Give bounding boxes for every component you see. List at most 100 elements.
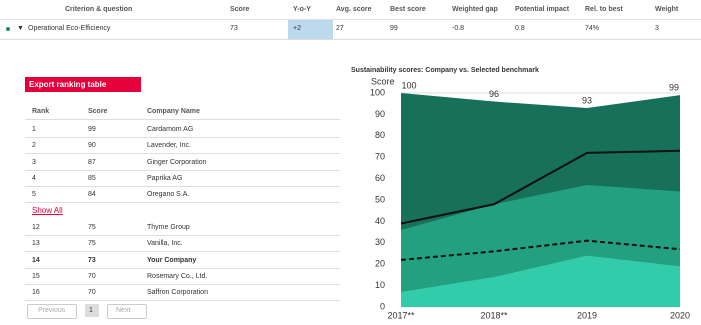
cell: 99 <box>390 25 398 32</box>
row-divider <box>25 300 340 302</box>
ranking-cell: 12 <box>32 224 40 231</box>
chart-title: Sustainability scores: Company vs. Selec… <box>351 67 539 74</box>
ranking-cell: 75 <box>88 224 96 231</box>
ranking-cell: 90 <box>88 142 96 150</box>
ranking-cell: Oregano S.A. <box>147 191 190 199</box>
x-tick-label: 2019 <box>577 310 597 320</box>
next-button[interactable]: Next <box>116 307 131 314</box>
ranking-cell: 14 <box>32 256 40 264</box>
cell: 73 <box>230 25 238 32</box>
ranking-cell: Rosemary Co., Ltd. <box>147 272 208 280</box>
cell: 0.8 <box>515 25 525 32</box>
x-tick-label: 2017** <box>387 310 415 320</box>
row-divider <box>25 137 340 138</box>
ranking-cell: Lavender, Inc. <box>147 142 191 150</box>
ranking-cell: 5 <box>32 191 36 199</box>
y-tick-label: 20 <box>375 259 385 269</box>
area <box>401 255 680 307</box>
column-header: Weighted gap <box>452 6 498 13</box>
ranking-cell: 16 <box>32 289 40 297</box>
indicator-dot <box>6 27 10 31</box>
ranking-cell: Your Company <box>147 256 197 264</box>
y-tick-label: 50 <box>375 194 385 204</box>
export-label[interactable]: Export ranking table <box>29 80 107 89</box>
column-header: Potential impact <box>515 6 570 13</box>
ranking-cell: 75 <box>88 240 96 248</box>
row-divider <box>25 202 340 204</box>
line <box>400 149 681 225</box>
ranking-cell: 13 <box>32 240 40 248</box>
y-tick-label: 100 <box>370 87 385 97</box>
ranking-cell: 70 <box>88 289 96 297</box>
prev-button[interactable] <box>27 304 77 319</box>
column-header: Rel. to best <box>585 6 623 13</box>
chart: Sustainability scores: Company vs. Selec… <box>351 67 690 321</box>
ranking-cell: 3 <box>32 158 36 166</box>
column-header: Criterion & question <box>65 6 133 13</box>
x-tick-label: 2020 <box>670 310 690 320</box>
ranking-cell: Cardamom AG <box>147 126 194 133</box>
cell: 27 <box>336 25 344 32</box>
ranking-cell: 2 <box>32 142 36 150</box>
ranking-cell: 70 <box>88 272 96 280</box>
row-divider <box>25 153 340 155</box>
y-tick-label: 30 <box>375 237 385 247</box>
ranking-cell: 99 <box>88 126 96 133</box>
ranking-cell: Saffron Corporation <box>147 289 208 297</box>
show-all[interactable]: Show All <box>32 206 63 215</box>
data-label: 99 <box>669 83 679 93</box>
column-header: Rank <box>32 108 50 115</box>
column-header: Y-o-Y <box>293 6 311 13</box>
ranking-cell: 15 <box>32 272 40 280</box>
y-tick-label: 0 <box>380 301 385 311</box>
column-header: Score <box>88 108 108 115</box>
cell: 3 <box>655 25 659 32</box>
y-axis-label: Score <box>371 76 395 86</box>
cell: 74% <box>585 25 600 32</box>
x-tick-label: 2018** <box>480 310 508 320</box>
cell: -0.8 <box>452 25 465 32</box>
row-divider <box>25 119 340 120</box>
y-tick-label: 90 <box>375 109 385 119</box>
y-tick-label: 80 <box>375 130 385 140</box>
column-header: Weight <box>655 6 679 13</box>
page-button[interactable]: 1 <box>89 307 93 314</box>
row-divider <box>25 251 340 253</box>
export-button[interactable] <box>25 77 141 92</box>
y-tick-label: 40 <box>375 216 385 226</box>
cell: +2 <box>293 25 301 32</box>
column-header: Score <box>230 6 250 13</box>
data-label: 100 <box>401 80 416 90</box>
criterion-name: Operational Eco-Efficiency <box>28 25 111 32</box>
ranking-cell: 1 <box>32 126 36 133</box>
y-tick-label: 70 <box>375 152 385 162</box>
divider <box>0 39 701 40</box>
y-tick-label: 10 <box>375 280 385 290</box>
next-button[interactable] <box>107 304 147 319</box>
line <box>400 239 681 261</box>
row-divider <box>25 283 340 285</box>
row-divider <box>25 185 340 187</box>
ranking-cell: 84 <box>88 191 96 199</box>
column-header: Company Name <box>147 108 200 115</box>
highlight-cell <box>288 20 333 39</box>
ranking-cell: 85 <box>88 174 96 182</box>
expand-arrow[interactable]: ▼ <box>17 25 24 32</box>
ranking-cell: Vanilla, Inc. <box>147 240 183 248</box>
divider <box>0 19 701 20</box>
ranking-cell: 87 <box>88 158 96 166</box>
ranking-cell: Paprika AG <box>147 174 183 182</box>
prev-button[interactable]: Previous <box>38 307 66 314</box>
ranking-cell: 4 <box>32 174 36 182</box>
data-label: 93 <box>582 95 592 105</box>
ranking-cell: Thyme Group <box>147 224 190 231</box>
column-header: Best score <box>390 6 426 13</box>
data-label: 96 <box>489 89 499 99</box>
row-divider <box>25 267 340 269</box>
ranking-cell: 73 <box>88 256 96 264</box>
ranking-cell: Ginger Corporation <box>147 158 207 166</box>
row-divider <box>25 169 340 171</box>
page-button[interactable] <box>85 304 99 317</box>
column-header: Avg. score <box>336 6 372 13</box>
